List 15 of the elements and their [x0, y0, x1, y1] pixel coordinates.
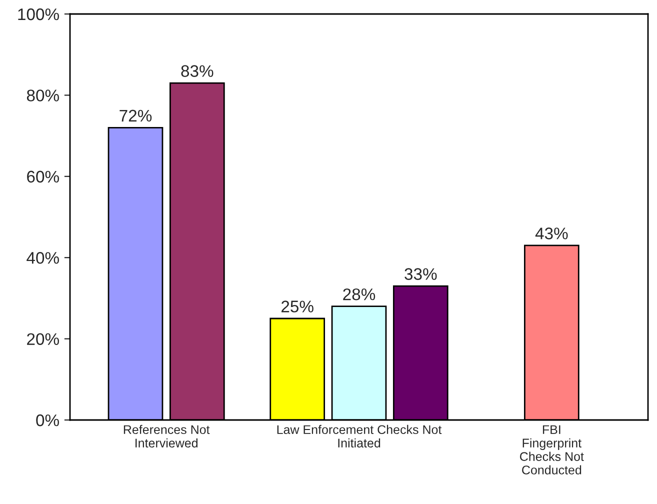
- y-tick-label: 100%: [18, 8, 59, 20]
- x-tick-label: References Not Interviewed: [124, 424, 210, 448]
- y-tick-label: 20%: [27, 333, 59, 346]
- y-tick-label: 40%: [26, 252, 59, 264]
- y-tick-label: 60%: [27, 170, 59, 183]
- x-tick-label: FBI Fingerprint Checks Not Conducted: [520, 425, 584, 474]
- text: 28%: [343, 288, 376, 300]
- text: 43%: [535, 228, 568, 240]
- text: 83%: [181, 65, 214, 77]
- y-tick-label: 0%: [36, 414, 59, 426]
- x-tick-label: Law Enforcement Checks Not Initiated: [277, 424, 442, 448]
- y-tick-label: 80%: [26, 90, 59, 102]
- text: 25%: [282, 300, 314, 312]
- text: 72%: [120, 110, 152, 122]
- text: 33%: [404, 268, 437, 280]
